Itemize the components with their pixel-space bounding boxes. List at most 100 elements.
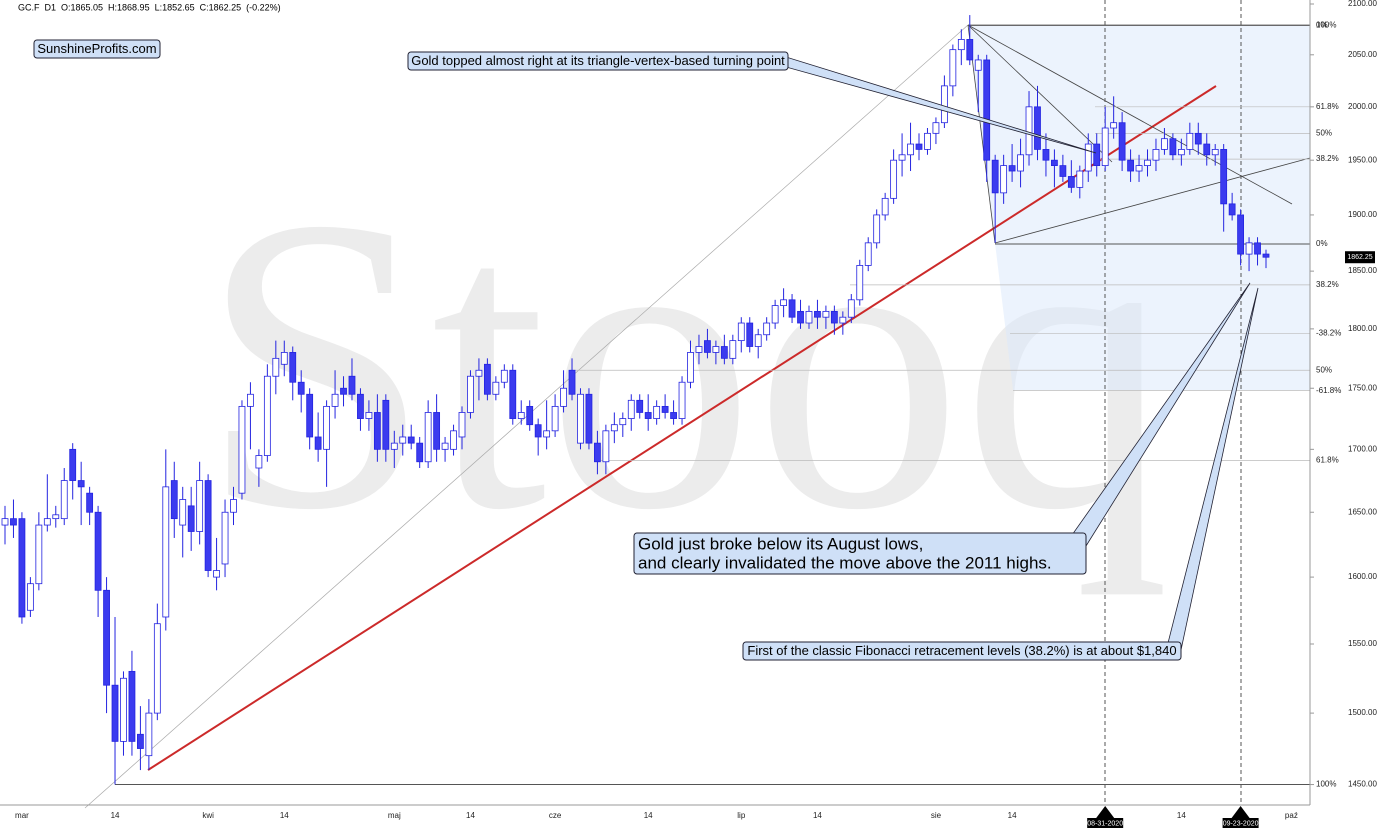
candle-body [1076,170,1084,188]
candle-body [433,412,441,450]
candle-body [754,334,762,347]
fib-label: 38.2% [1316,154,1339,163]
candle-body [636,399,644,413]
candle-body [1059,165,1067,177]
annotation: Gold just broke below its August lows, a… [633,282,1251,575]
annotation: SunshineProfits.com [33,39,161,59]
candle-body [1000,165,1008,194]
price-tag-label: 1862.25 [1347,254,1372,261]
candle-body [746,322,754,347]
candle-body [814,310,821,318]
candle-body [1169,138,1177,156]
candle-body [213,570,220,578]
candle-body [780,299,787,306]
candle-body [983,59,991,161]
candle-body [238,405,246,494]
candle-body [416,442,424,463]
fib-label: 38.2% [1316,280,1339,289]
candle-body [289,352,297,383]
candle-body [602,430,610,463]
x-tick-label: 14 [644,811,653,820]
candle-body [924,132,931,150]
candle-body [568,369,576,395]
candle-body [1186,132,1194,150]
candle-body [1051,159,1058,166]
candle-body [230,499,237,513]
candle-body [263,375,271,456]
candle-body [162,486,170,618]
y-tick-label: 1950.00 [1348,155,1377,164]
candle-body [932,122,940,134]
candle-body [204,480,212,571]
candle-body [1084,143,1092,172]
candle-body [1042,149,1050,161]
candle-body [103,589,110,686]
candle-body [492,381,500,395]
annotation-text: and clearly invalidated the move above t… [638,553,1052,572]
candle-body [111,684,119,742]
candle-body [670,412,677,419]
candle-body [170,480,178,520]
candle-body [644,412,652,419]
candle-body [1008,165,1016,172]
candle-body [331,393,339,407]
y-tick-label: 1500.00 [1348,708,1377,717]
candles [1,15,1270,785]
candle-body [297,381,305,395]
candle-body [280,352,288,365]
candle-body [940,85,948,124]
y-tick-label: 1900.00 [1348,210,1377,219]
candle-body [221,511,229,565]
x-tick-label: lip [737,811,746,820]
candle-body [1,518,9,526]
candle-body [1118,122,1126,161]
candle-body [137,733,144,749]
candle-body [357,393,364,419]
candle-body [179,499,187,526]
candle-body [153,623,161,714]
candle-body [340,387,347,395]
date-marker [1096,806,1115,818]
candle-body [1025,106,1033,156]
candle-body [890,159,898,199]
candle-body [1101,127,1109,166]
candle-body [1203,143,1211,156]
candle-body [52,514,60,520]
annotation-box [742,641,1182,661]
candle-body [94,511,102,591]
candle-body [737,322,745,342]
y-tick-label: 2050.00 [1348,50,1377,59]
candle-body [661,405,669,413]
fib-label: 100% [1316,20,1336,29]
candle-body [500,369,508,383]
candle-body [77,480,85,488]
candle-body [1161,138,1168,150]
trend-line [147,85,1217,771]
axes: 100%0%61.8%50%38.2%0%38.2%-38.2%50%-61.8… [15,0,1377,828]
candle-body [704,340,711,353]
annotation-text: Gold topped almost right at its triangle… [411,53,785,68]
candle-body [1262,253,1270,258]
candle-body [712,346,720,353]
x-tick-label: mar [15,811,29,820]
candle-body [1152,149,1160,161]
x-tick-label: sie [931,811,942,820]
candle-body [678,381,686,419]
candle-body [458,412,466,438]
candle-body [653,405,661,419]
candle-body [585,393,593,444]
candle-body [196,480,204,532]
candle-body [1144,159,1151,166]
x-tick-label: 14 [1177,811,1186,820]
x-tick-label: maj [388,811,401,820]
date-marker-label: 09-23-2020 [1223,820,1259,827]
candle-body [60,480,68,520]
candle-body [864,242,872,266]
candle-body [247,393,254,407]
candle-body [509,369,517,419]
candle-body [390,442,398,450]
candle-body [1254,242,1261,255]
candle-body [272,357,280,377]
candle-body [949,49,957,87]
